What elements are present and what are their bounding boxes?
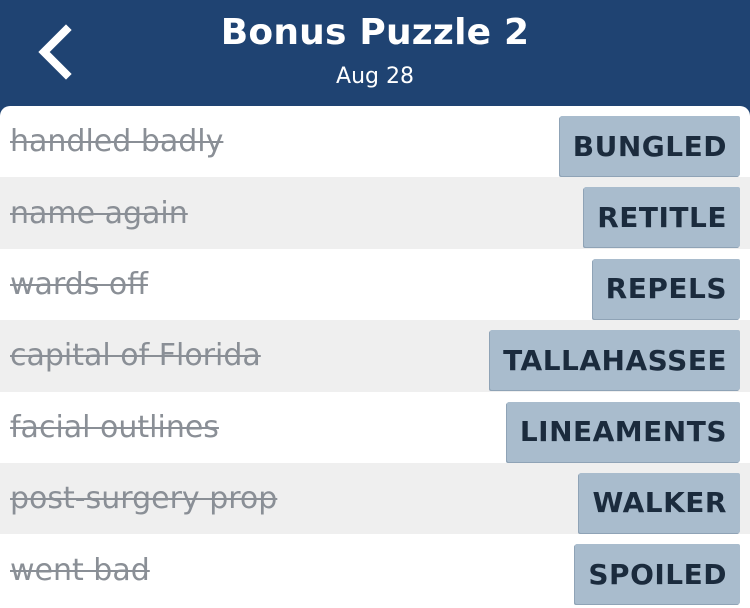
clue-text: went bad xyxy=(10,552,150,588)
answer-tile[interactable]: BUNGLED xyxy=(559,116,740,176)
answer-tile[interactable]: TALLAHASSEE xyxy=(490,330,740,391)
clue-text: name again xyxy=(10,195,188,231)
clue-text: post-surgery prop xyxy=(10,481,278,517)
clue-list: handled badly BUNGLED name again RETITLE… xyxy=(0,106,750,608)
clue-row: facial outlines LINEAMENTS xyxy=(0,392,750,463)
header-bar: Bonus Puzzle 2 Aug 28 xyxy=(0,0,750,106)
clue-row: wards off REPELS xyxy=(0,249,750,320)
page-title: Bonus Puzzle 2 xyxy=(220,12,530,53)
answer-tile[interactable]: WALKER xyxy=(579,472,740,533)
clue-text: facial outlines xyxy=(10,409,219,445)
clue-text: wards off xyxy=(10,266,148,302)
answer-tile[interactable]: REPELS xyxy=(592,258,740,319)
puzzle-date: Aug 28 xyxy=(336,64,414,89)
answer-tile[interactable]: LINEAMENTS xyxy=(506,401,740,462)
clue-row: name again RETITLE xyxy=(0,177,750,249)
clue-row: went bad SPOILED xyxy=(0,534,750,605)
clue-row: post-surgery prop WALKER xyxy=(0,462,750,535)
back-button[interactable] xyxy=(26,22,82,86)
clue-row: capital of Florida TALLAHASSEE xyxy=(0,320,750,392)
chevron-left-icon xyxy=(34,24,74,84)
clue-text: handled badly xyxy=(10,124,224,160)
clue-text: capital of Florida xyxy=(10,338,261,374)
answer-tile[interactable]: RETITLE xyxy=(584,187,740,248)
answer-tile[interactable]: SPOILED xyxy=(575,544,740,605)
clue-row: handled badly BUNGLED xyxy=(0,106,750,177)
